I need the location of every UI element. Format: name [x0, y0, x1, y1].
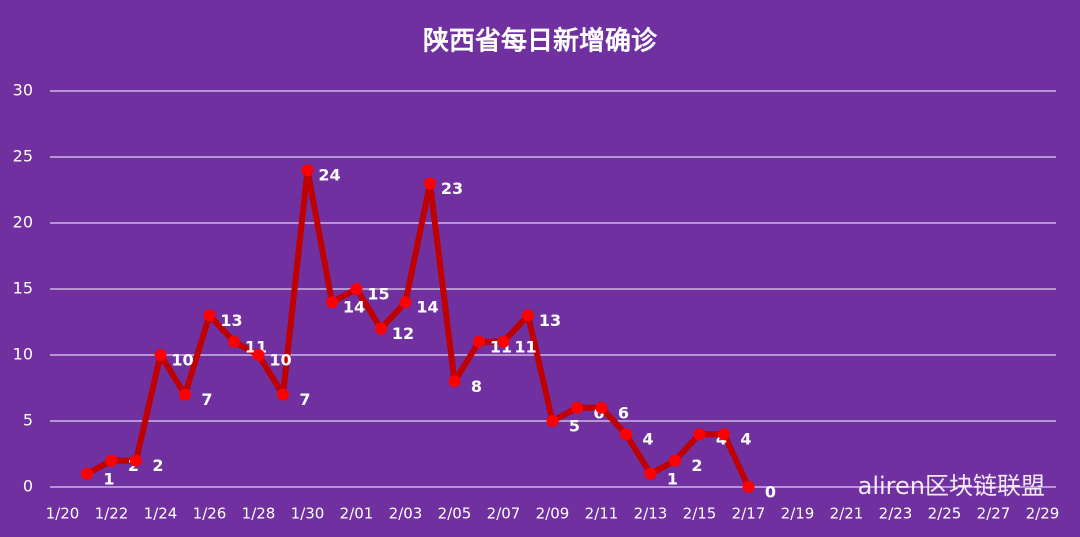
data-label: 7: [299, 390, 310, 409]
point-marker: [448, 375, 461, 388]
y-tick-label: 30: [13, 81, 33, 100]
x-tick-label: 2/27: [977, 505, 1011, 523]
point-marker: [228, 335, 240, 348]
data-label: 23: [441, 179, 463, 198]
data-label: 13: [539, 311, 561, 330]
series-line: [85, 167, 752, 489]
x-tick-label: 2/01: [340, 505, 374, 523]
point-marker: [179, 388, 191, 401]
x-tick-label: 1/24: [144, 505, 178, 523]
data-label: 24: [318, 166, 340, 185]
point-marker: [130, 454, 142, 467]
data-label: 5: [569, 417, 580, 436]
point-marker: [277, 388, 289, 401]
y-tick-label: 10: [13, 345, 33, 364]
point-marker: [595, 401, 608, 414]
data-label: 4: [642, 430, 653, 449]
data-label: 14: [416, 298, 438, 317]
x-tick-label: 2/21: [830, 505, 864, 523]
data-label: 4: [740, 430, 751, 449]
point-marker: [693, 428, 706, 441]
point-marker: [301, 164, 314, 177]
data-label: 12: [392, 324, 414, 343]
point-marker: [375, 322, 387, 335]
x-tick-label: 1/30: [291, 505, 325, 523]
y-tick-label: 20: [13, 213, 33, 232]
data-label: 7: [201, 390, 212, 409]
y-tick-label: 15: [13, 279, 33, 298]
x-tick-label: 2/07: [487, 505, 521, 523]
chart-title: 陕西省每日新增确诊: [423, 26, 658, 57]
x-tick-label: 2/11: [585, 505, 619, 523]
point-marker: [497, 335, 510, 348]
x-tick-label: 1/28: [242, 505, 276, 523]
point-marker: [742, 481, 755, 493]
x-tick-label: 1/22: [95, 505, 129, 523]
x-tick-label: 2/19: [781, 505, 815, 523]
point-marker: [424, 177, 436, 190]
x-tick-label: 1/20: [46, 505, 80, 523]
point-marker: [154, 349, 167, 361]
data-label: 0: [765, 483, 776, 502]
point-marker: [669, 454, 681, 467]
x-tick-label: 2/09: [536, 505, 570, 523]
data-label: 14: [343, 298, 365, 317]
point-marker: [644, 467, 657, 480]
data-label: 8: [471, 377, 482, 396]
watermark: aliren区块链联盟: [858, 472, 1045, 500]
data-label: 1: [103, 469, 114, 488]
point-marker: [326, 296, 338, 309]
data-label: 2: [691, 456, 702, 475]
point-marker: [571, 401, 583, 414]
y-tick-label: 0: [23, 477, 33, 496]
x-tick-label: 2/13: [634, 505, 668, 523]
data-label: 15: [367, 285, 389, 304]
x-tick-label: 2/29: [1026, 505, 1060, 523]
point-marker: [546, 415, 559, 427]
point-marker: [105, 454, 118, 467]
point-marker: [718, 428, 730, 441]
x-tick-label: 1/26: [193, 505, 227, 523]
data-label: 11: [514, 337, 536, 356]
point-marker: [522, 309, 534, 322]
data-label: 13: [220, 311, 242, 330]
point-marker: [473, 335, 485, 348]
point-marker: [399, 296, 412, 309]
x-tick-label: 2/25: [928, 505, 962, 523]
point-marker: [620, 428, 632, 441]
data-label: 2: [152, 456, 163, 475]
x-tick-label: 2/03: [389, 505, 423, 523]
point-marker: [203, 309, 216, 322]
point-marker: [81, 467, 93, 480]
data-label: 6: [618, 403, 629, 422]
x-tick-label: 2/05: [438, 505, 472, 523]
x-tick-label: 2/15: [683, 505, 717, 523]
point-marker: [350, 283, 363, 295]
y-tick-label: 5: [23, 411, 33, 430]
y-tick-label: 25: [13, 147, 33, 166]
data-label: 1: [667, 469, 678, 488]
x-tick-label: 2/17: [732, 505, 766, 523]
x-tick-label: 2/23: [879, 505, 913, 523]
point-marker: [252, 349, 265, 361]
data-label: 10: [269, 351, 291, 370]
data-label: 10: [171, 351, 193, 370]
